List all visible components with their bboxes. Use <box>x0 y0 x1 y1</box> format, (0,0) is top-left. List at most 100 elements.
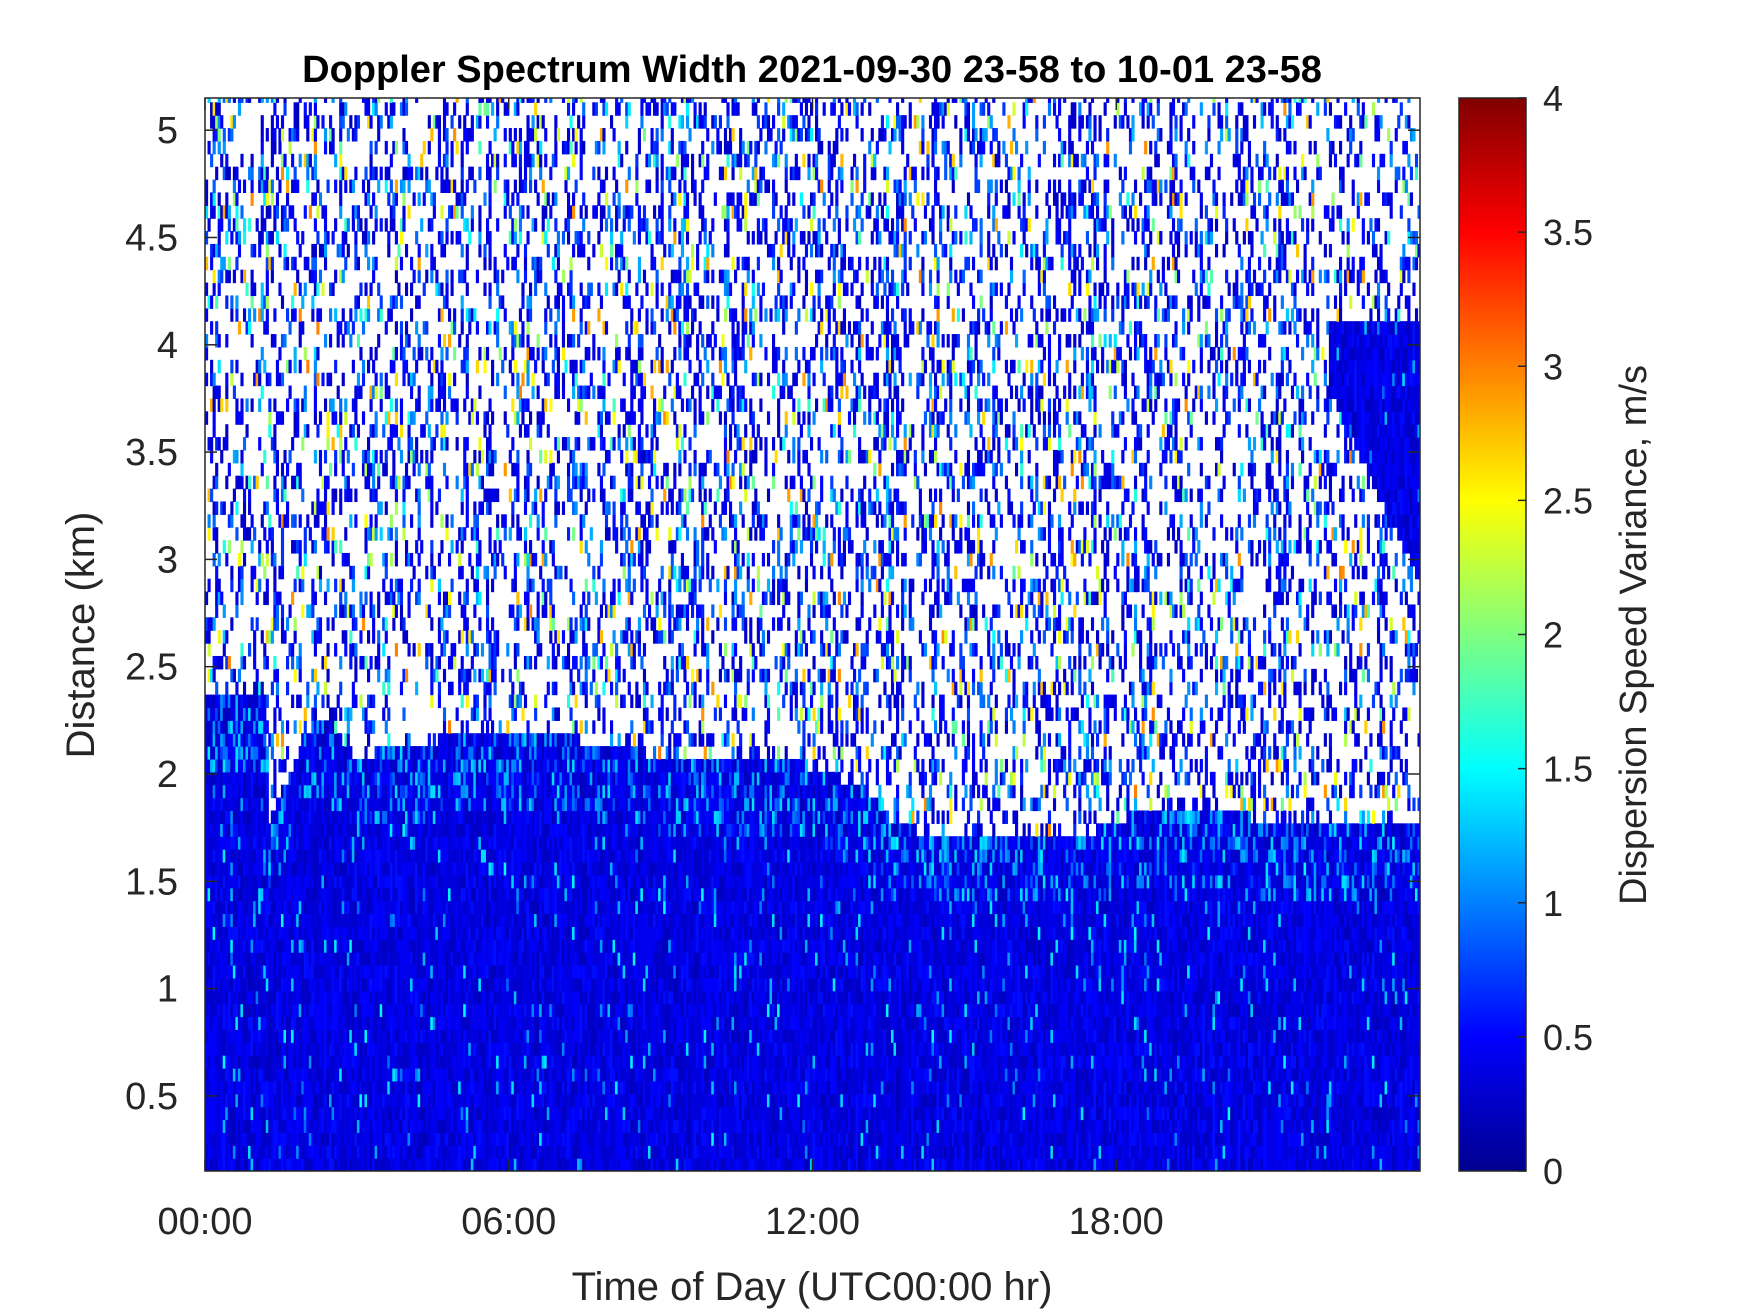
heatmap-cell <box>346 707 350 721</box>
heatmap-cell <box>480 733 485 747</box>
heatmap-cell <box>301 488 305 503</box>
heatmap-cell <box>478 437 482 451</box>
heatmap-cell <box>529 758 533 773</box>
heatmap-cell <box>364 166 368 181</box>
heatmap-cell <box>508 874 512 927</box>
heatmap-cell <box>344 552 348 567</box>
heatmap-cell <box>361 372 366 387</box>
heatmap-cell <box>516 617 520 631</box>
heatmap-cell <box>460 849 464 863</box>
heatmap-cell <box>344 861 348 876</box>
heatmap-cell <box>442 990 447 1018</box>
heatmap-cell <box>248 990 252 1005</box>
heatmap-cell <box>453 771 457 786</box>
heatmap-cell <box>237 900 242 927</box>
heatmap-cell <box>240 578 244 606</box>
heatmap-cell <box>308 913 312 940</box>
heatmap-cell <box>422 1042 426 1056</box>
heatmap-cell <box>250 771 254 799</box>
heatmap-cell <box>278 411 282 425</box>
heatmap-cell <box>480 501 485 515</box>
heatmap-cell <box>587 746 591 760</box>
heatmap-cell <box>384 964 388 979</box>
heatmap-cell <box>377 591 381 606</box>
heatmap-cell <box>344 733 348 747</box>
heatmap-cell <box>207 977 211 992</box>
heatmap-cell <box>306 733 310 747</box>
heatmap-cell <box>572 449 576 477</box>
heatmap-cell <box>473 733 477 747</box>
heatmap-cell <box>584 810 588 863</box>
heatmap-cell <box>594 926 598 940</box>
heatmap-cell <box>589 887 593 902</box>
heatmap-cell <box>523 1016 528 1030</box>
heatmap-cell <box>346 720 350 734</box>
heatmap-cell <box>422 887 426 902</box>
heatmap-cell <box>541 771 545 889</box>
heatmap-cell <box>301 565 305 580</box>
heatmap-cell <box>291 952 295 966</box>
heatmap-cell <box>458 552 462 567</box>
heatmap-cell <box>248 98 252 103</box>
heatmap-cell <box>587 282 591 297</box>
heatmap-cell <box>321 771 325 786</box>
heatmap-cell <box>212 617 216 631</box>
heatmap-cell <box>564 913 568 927</box>
heatmap-cell <box>448 1106 452 1171</box>
heatmap-cell <box>237 758 242 786</box>
heatmap-cell <box>291 437 295 451</box>
heatmap-cell <box>379 166 383 181</box>
heatmap-cell <box>518 218 523 232</box>
heatmap-cell <box>473 771 477 799</box>
heatmap-cell <box>478 758 482 773</box>
heatmap-cell <box>569 295 573 309</box>
heatmap-cell <box>212 707 216 721</box>
heatmap-cell <box>242 1042 247 1082</box>
heatmap-cell <box>215 720 219 747</box>
heatmap-cell <box>549 913 553 940</box>
heatmap-cell <box>237 98 242 103</box>
heatmap-cell <box>604 823 609 927</box>
heatmap-cell <box>488 900 492 927</box>
heatmap-cell <box>331 1080 335 1095</box>
heatmap-cell <box>367 437 371 451</box>
heatmap-cell <box>465 694 469 709</box>
heatmap-cell <box>453 861 457 876</box>
heatmap-cell <box>437 977 442 1018</box>
heatmap-cell <box>579 488 583 503</box>
heatmap-cell <box>468 411 472 425</box>
heatmap-cell <box>303 784 307 799</box>
heatmap-cell <box>372 269 376 284</box>
heatmap-cell <box>334 926 338 940</box>
heatmap-cell <box>265 269 269 297</box>
heatmap-cell <box>491 153 495 168</box>
heatmap-cell <box>296 771 300 799</box>
heatmap-cell <box>402 668 406 683</box>
heatmap-cell <box>516 243 520 258</box>
heatmap-cell <box>523 964 528 1005</box>
heatmap-cell <box>283 1106 287 1121</box>
heatmap-cell <box>561 630 566 644</box>
heatmap-cell <box>579 604 583 618</box>
heatmap-cell <box>437 115 442 129</box>
heatmap-cell <box>248 926 252 953</box>
heatmap-cell <box>351 128 355 142</box>
heatmap-cell <box>501 810 505 824</box>
heatmap-cell <box>564 1080 568 1121</box>
heatmap-cell <box>566 218 571 232</box>
heatmap-cell <box>359 810 363 824</box>
heatmap-cell <box>473 707 477 721</box>
heatmap-cell <box>316 1003 320 1043</box>
heatmap-cell <box>331 810 335 863</box>
heatmap-cell <box>572 964 576 979</box>
heatmap-cell <box>531 256 535 271</box>
heatmap-cell <box>427 218 431 232</box>
heatmap-cell <box>508 926 512 953</box>
heatmap-cell <box>412 462 416 477</box>
heatmap-cell <box>377 1093 381 1146</box>
heatmap-cell <box>420 424 424 438</box>
heatmap-cell <box>258 707 262 721</box>
heatmap-cell <box>331 540 335 554</box>
heatmap-cell <box>205 346 209 361</box>
heatmap-cell <box>372 192 376 206</box>
